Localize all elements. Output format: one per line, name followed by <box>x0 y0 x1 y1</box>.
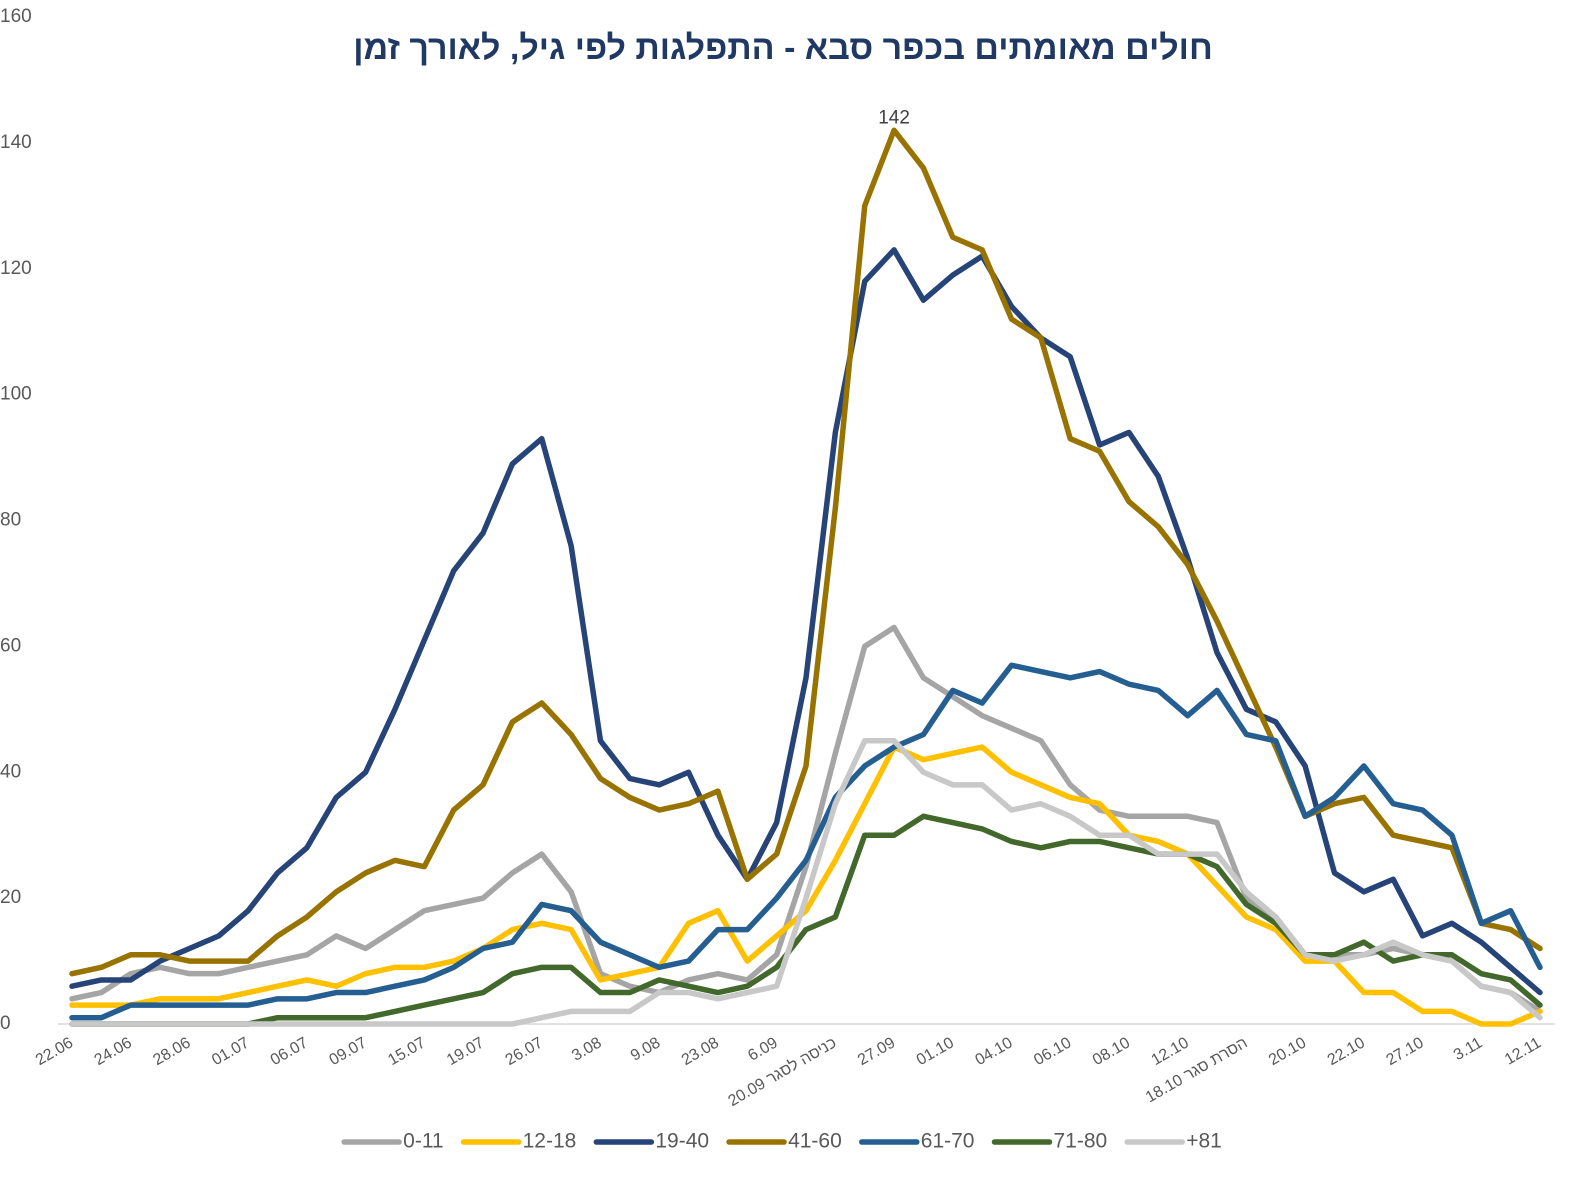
x-tick-label: כניסה לסגר 20.09 <box>725 1034 840 1111</box>
x-tick-label: 19.07 <box>444 1034 487 1069</box>
x-tick-label: 15.07 <box>385 1034 428 1069</box>
x-tick-label: 22.06 <box>33 1034 76 1069</box>
y-tick-label: 40 <box>0 761 21 782</box>
x-tick-label: הסרת סגר 18.10 <box>1143 1034 1251 1106</box>
x-tick-label: 23.08 <box>679 1034 722 1069</box>
x-tick-label: 12.10 <box>1149 1034 1192 1069</box>
y-tick-label: 0 <box>0 1013 11 1034</box>
x-tick-label: 06.07 <box>268 1034 311 1069</box>
series-line <box>69 127 1543 977</box>
y-tick-label: 60 <box>0 635 21 656</box>
x-tick-label: 3.08 <box>569 1034 605 1064</box>
x-tick-label: 04.10 <box>972 1034 1015 1069</box>
data-label: 142 <box>878 107 910 128</box>
x-tick-label: 12.11 <box>1502 1034 1544 1068</box>
x-tick-label: 08.10 <box>1090 1034 1133 1069</box>
series-line <box>69 738 1543 1027</box>
legend-label: 61-70 <box>921 1130 975 1153</box>
legend-label: 41-60 <box>788 1130 842 1153</box>
x-tick-label: 6.09 <box>745 1034 781 1064</box>
y-tick-label: 20 <box>0 887 21 908</box>
x-tick-label: 22.10 <box>1325 1034 1368 1069</box>
x-tick-label: 01.10 <box>914 1034 957 1069</box>
x-tick-label: 20.10 <box>1266 1034 1309 1069</box>
x-tick-label: 24.06 <box>92 1034 135 1069</box>
x-tick-label: 09.07 <box>327 1034 370 1069</box>
x-tick-label: 26.07 <box>503 1034 546 1069</box>
x-tick-label: 27.09 <box>855 1034 898 1069</box>
y-tick-label: 120 <box>0 258 32 279</box>
series-line <box>69 662 1543 1021</box>
legend-label: 12-18 <box>523 1130 577 1153</box>
x-tick-label: 9.08 <box>628 1034 664 1064</box>
series-line <box>69 813 1543 1027</box>
legend: 0-11 12-18 19-40 41-60 61-70 71-80 +81 <box>341 1130 1222 1153</box>
legend-label: 0-11 <box>403 1130 443 1153</box>
chart-title: חולים מאומתים בכפר סבא - התפלגות לפי גיל… <box>353 29 1213 67</box>
legend-label: 71-80 <box>1054 1130 1108 1153</box>
y-tick-label: 80 <box>0 510 21 531</box>
x-tick-label: 06.10 <box>1031 1034 1074 1069</box>
legend-label: 19-40 <box>655 1130 709 1153</box>
series-line <box>69 247 1543 996</box>
series-line <box>69 744 1543 1027</box>
legend-label: +81 <box>1186 1130 1222 1153</box>
y-tick-label: 160 <box>0 6 32 27</box>
x-tick-label: 28.06 <box>150 1034 193 1069</box>
y-tick-label: 140 <box>0 132 32 153</box>
x-tick-label: 3.11 <box>1451 1034 1486 1064</box>
x-tick-label: 01.07 <box>209 1034 252 1069</box>
x-tick-label: 27.10 <box>1383 1034 1426 1069</box>
y-tick-label: 100 <box>0 384 32 405</box>
